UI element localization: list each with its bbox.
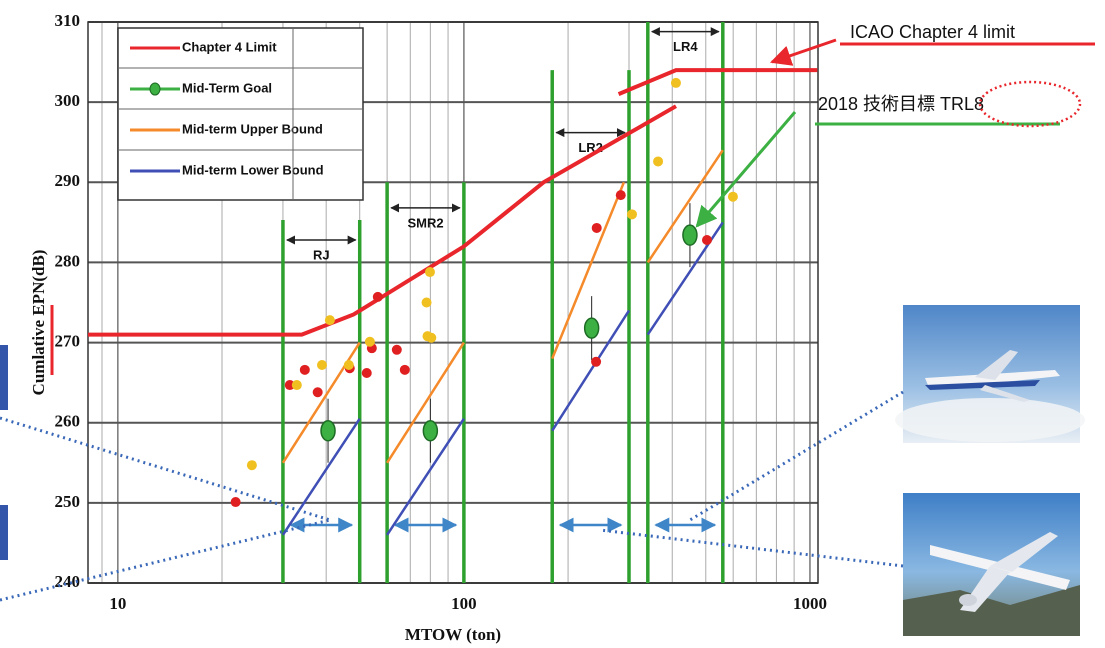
data-point (316, 360, 327, 371)
goal-marker (422, 419, 439, 442)
data-point (421, 297, 432, 308)
data-point (424, 267, 435, 278)
arrow (695, 111, 797, 228)
data-point (653, 156, 664, 167)
plot-border (87, 21, 819, 584)
data-point (284, 380, 295, 391)
x-tick-label: 1000 (793, 594, 827, 613)
data-point (670, 77, 681, 88)
data-point (701, 234, 712, 245)
target-note: 2018 技術目標 TRL8 (818, 94, 984, 114)
photo (895, 305, 1085, 443)
y-tick-label: 280 (55, 251, 81, 270)
goal-marker (682, 224, 698, 246)
data-point (246, 460, 257, 471)
data-point (343, 360, 354, 371)
data-point (399, 364, 410, 375)
legend-marker (149, 82, 161, 96)
data-point (372, 291, 383, 302)
data-point (291, 380, 302, 391)
data-point (727, 191, 738, 202)
goal-marker (583, 317, 600, 339)
legend-label: Chapter 4 Limit (182, 39, 277, 54)
data-point (591, 222, 602, 233)
legend-label: Mid-term Lower Bound (182, 162, 324, 177)
highlight (978, 80, 1082, 128)
data-point (615, 190, 626, 201)
band-label: SMR2 (407, 215, 443, 230)
legend-label: Mid-Term Goal (182, 80, 272, 95)
data-point (364, 336, 375, 347)
data-point (626, 209, 637, 220)
band-label: LR4 (673, 39, 698, 54)
data-point (230, 497, 241, 508)
data-point (324, 315, 335, 326)
data-point (361, 368, 372, 379)
y-tick-label: 290 (55, 171, 81, 190)
arrow (770, 38, 837, 66)
band-label: LR2 (578, 140, 603, 155)
photo (903, 493, 1080, 636)
series-line (281, 221, 724, 536)
icao-note: ICAO Chapter 4 limit (850, 22, 1015, 42)
y-tick-label: 250 (55, 492, 81, 511)
connector (0, 390, 904, 602)
x-axis-label: MTOW (ton) (405, 625, 501, 644)
legend-label: Mid-term Upper Bound (182, 121, 323, 136)
series-line (88, 68, 818, 337)
y-tick-label: 240 (55, 572, 81, 591)
series-line (281, 149, 724, 464)
goal-marker (320, 419, 336, 442)
data-point (426, 332, 437, 343)
y-tick-label: 270 (55, 331, 81, 350)
y-tick-label: 310 (55, 11, 81, 30)
data-point (312, 387, 323, 398)
band-label: RJ (313, 247, 330, 262)
x-tick-label: 10 (109, 594, 126, 613)
plot: 10 100 1000 240 250 260 270 280 290 300 310 MTOW (t… (29, 11, 827, 644)
data-point (391, 344, 402, 355)
y-axis-label: Cumlative EPN(dB) (29, 250, 48, 396)
data-point (591, 356, 602, 367)
y-tick-label: 260 (55, 412, 81, 431)
edge-fragment (0, 505, 8, 560)
y-tick-label: 300 (55, 91, 81, 110)
x-tick-label: 100 (451, 594, 477, 613)
data-point (299, 364, 310, 375)
edge-fragment (0, 345, 8, 410)
